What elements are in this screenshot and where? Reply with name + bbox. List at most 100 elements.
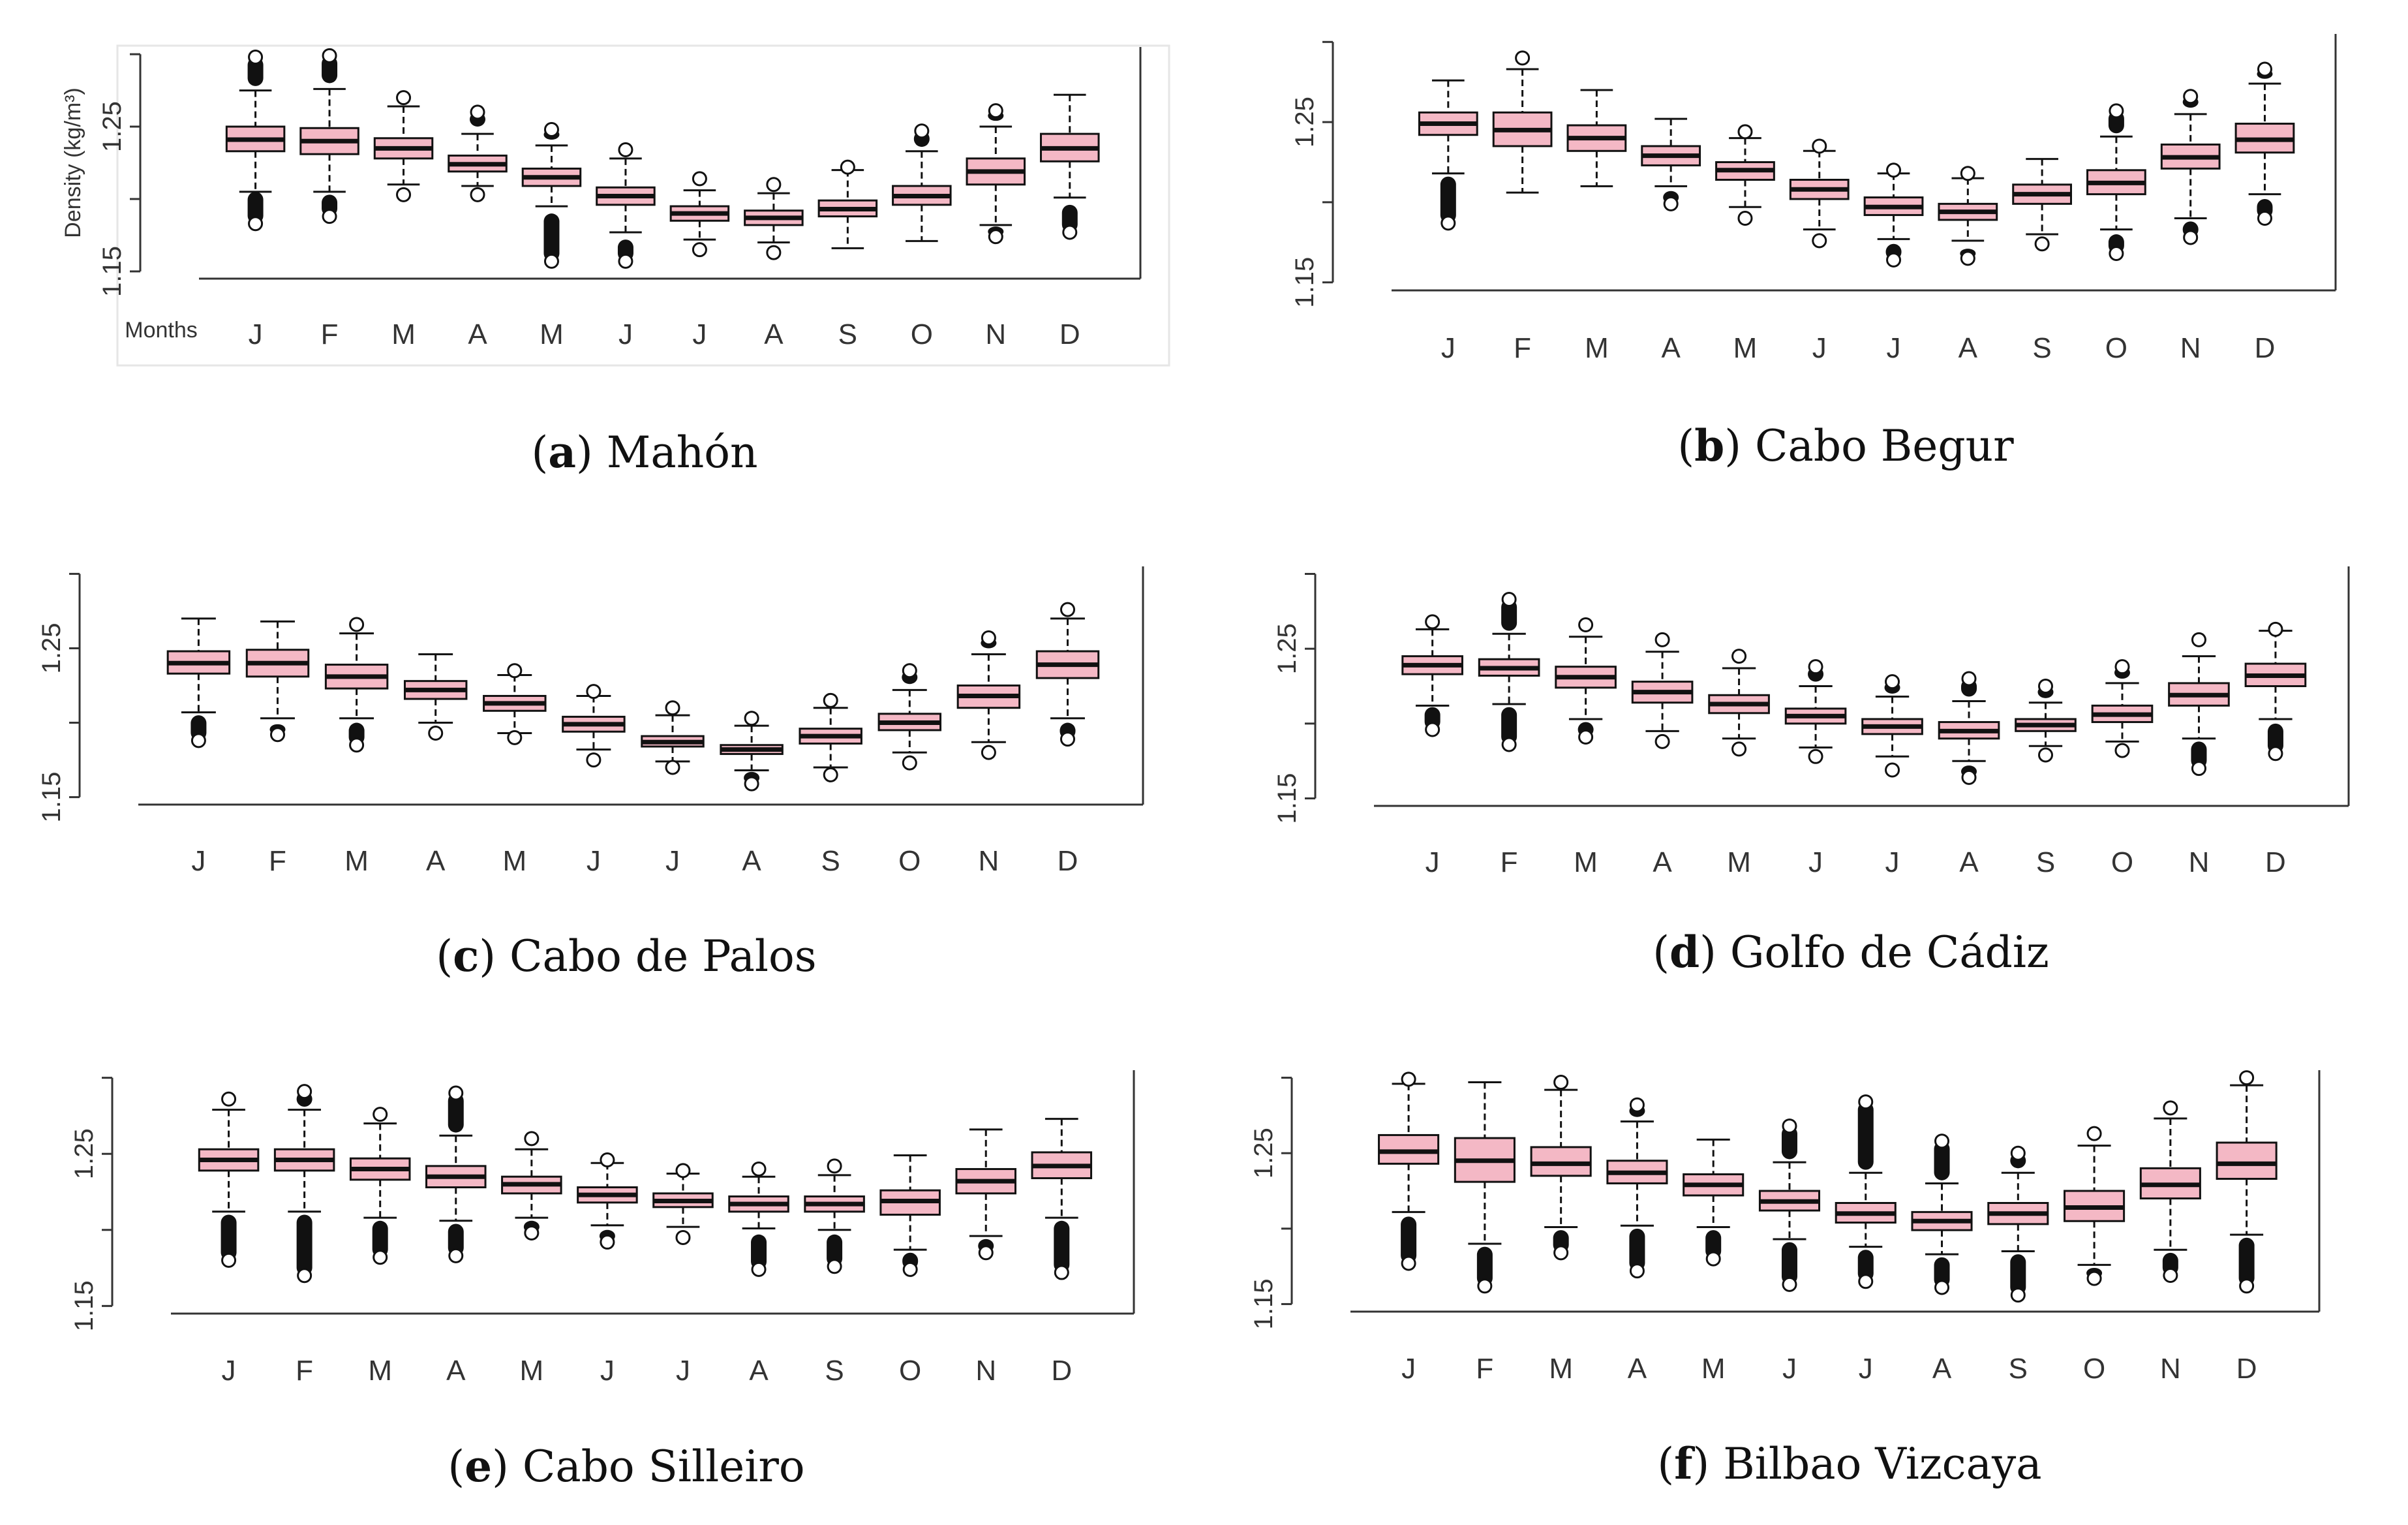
low-outlier-point — [2163, 1268, 2178, 1283]
x-tick-label: M — [540, 318, 564, 350]
high-outlier-point — [2114, 659, 2130, 675]
box-M — [1566, 89, 1627, 187]
low-outlier-point — [981, 745, 996, 760]
x-tick-label: J — [1887, 332, 1901, 364]
low-outlier-cluster — [1501, 707, 1517, 745]
box-O — [892, 123, 952, 242]
low-outlier-point — [823, 767, 838, 782]
box-J — [166, 617, 231, 748]
x-tick-label: O — [2105, 332, 2127, 364]
low-outlier-point — [2038, 747, 2054, 763]
low-outlier-cluster — [1401, 1216, 1417, 1263]
box-J — [562, 684, 626, 768]
high-outlier-cluster — [448, 1092, 464, 1133]
low-outlier-point — [1705, 1251, 1721, 1267]
box-A — [1606, 1097, 1668, 1279]
box-O — [2064, 1126, 2126, 1286]
panel-caption: (e) Cabo Silleiro — [448, 1441, 804, 1492]
high-outlier-point — [221, 1091, 237, 1107]
y-axis-label: Density (kg/m³) — [61, 87, 85, 238]
high-outlier-point — [507, 663, 523, 679]
x-tick-label: M — [1701, 1353, 1726, 1385]
box-D — [2244, 621, 2307, 762]
panel-a: 1.15 1.25 Density (kg/m³) Months J F M A M J J A S O N… — [61, 44, 1170, 478]
caption-letter: c — [453, 931, 479, 981]
x-tick-label: O — [899, 1355, 921, 1387]
caption-paren-open: ( — [1653, 927, 1669, 978]
low-outlier-point — [297, 1268, 312, 1284]
x-tick-label: M — [1549, 1353, 1573, 1385]
high-outlier-point — [1886, 162, 1902, 178]
x-tick-label: S — [2036, 846, 2055, 878]
low-outlier-point — [428, 726, 444, 741]
x-tick-label: D — [2236, 1353, 2257, 1385]
x-tick-label: J — [249, 318, 263, 350]
x-tick-label: N — [2180, 332, 2201, 364]
x-tick-label: J — [191, 845, 206, 877]
high-outlier-point — [981, 630, 996, 645]
low-outlier-point — [827, 1259, 842, 1274]
high-outlier-point — [1629, 1097, 1645, 1113]
box-J — [225, 50, 286, 232]
low-outlier-point — [507, 730, 523, 745]
caption-paren-close: ) — [492, 1441, 523, 1492]
low-outlier-point — [373, 1250, 388, 1265]
high-outlier-point — [1961, 671, 1977, 686]
box-N — [956, 630, 1021, 760]
box-A — [1641, 117, 1701, 211]
caption-paren-close: ) — [1699, 927, 1730, 978]
x-tick-label: J — [692, 318, 707, 350]
low-outlier-point — [2034, 236, 2050, 252]
box-J — [1784, 659, 1847, 764]
y-tick-label: 1.15 — [1290, 257, 1319, 308]
low-outlier-point — [2268, 746, 2283, 762]
low-outlier-point — [618, 253, 633, 269]
x-tick-label: M — [502, 845, 526, 877]
caption-station: Cabo Silleiro — [523, 1441, 805, 1492]
x-tick-label: J — [222, 1355, 236, 1387]
x-tick-label: J — [676, 1355, 690, 1387]
caption-station: Golfo de Cádiz — [1730, 927, 2049, 978]
x-tick-label: J — [1885, 846, 1900, 878]
high-outlier-point — [2010, 1145, 2026, 1161]
x-tick-label: A — [749, 1355, 769, 1387]
low-outlier-point — [1737, 210, 1753, 226]
iqr-box — [2216, 1141, 2278, 1180]
panel-frame — [116, 44, 1170, 367]
box-J — [1758, 1118, 1821, 1292]
low-outlier-point — [902, 755, 917, 771]
box-A — [720, 711, 784, 792]
x-tick-label: J — [1401, 1353, 1416, 1385]
low-outlier-point — [766, 245, 782, 260]
box-F — [1478, 591, 1540, 752]
low-outlier-point — [2010, 1287, 2026, 1303]
high-outlier-point — [1654, 632, 1670, 647]
x-tick-label: J — [1812, 332, 1827, 364]
high-outlier-point — [1425, 614, 1440, 630]
box-M — [483, 663, 547, 745]
box-A — [1911, 1133, 1973, 1295]
high-outlier-point — [1578, 617, 1594, 632]
box-O — [2091, 659, 2154, 758]
box-M — [1708, 649, 1770, 757]
high-outlier-point — [2191, 632, 2206, 647]
low-outlier-point — [2114, 743, 2130, 758]
caption-paren-open: ( — [436, 931, 453, 981]
box-M — [349, 1107, 411, 1265]
high-outlier-cluster — [247, 57, 264, 86]
high-outlier-point — [902, 663, 917, 679]
box-J — [669, 171, 730, 258]
low-outlier-cluster — [2267, 723, 2283, 754]
low-outlier-cluster — [2238, 1237, 2255, 1286]
high-outlier-point — [692, 171, 707, 187]
x-tick-label: F — [1514, 332, 1531, 364]
x-tick-label: A — [446, 1355, 466, 1387]
x-tick-label: M — [368, 1355, 392, 1387]
box-A — [1938, 671, 2000, 785]
high-outlier-cluster — [322, 55, 338, 84]
high-outlier-point — [675, 1163, 691, 1178]
panel-caption: (b) Cabo Begur — [1677, 420, 2014, 471]
high-outlier-point — [2239, 1070, 2255, 1086]
caption-letter: f — [1674, 1438, 1695, 1489]
